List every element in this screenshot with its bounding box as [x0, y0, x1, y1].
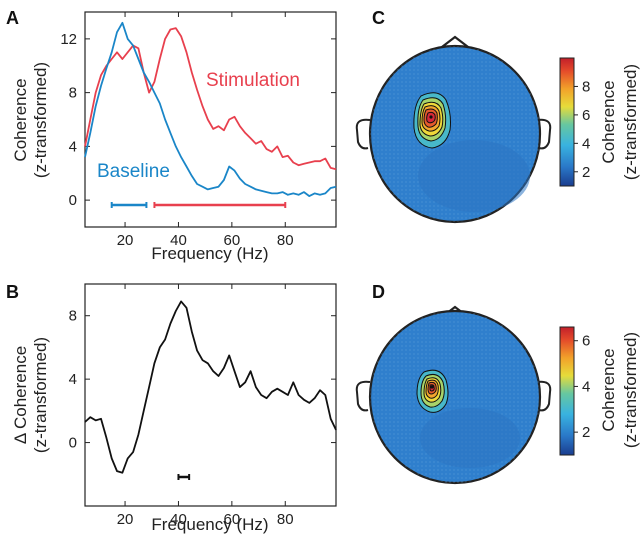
x-tick-label: 20	[117, 232, 134, 249]
colorbar-tick-label: 6	[582, 333, 590, 350]
panel-d-left-ear	[355, 380, 371, 412]
panel-d-colorbar-ticks: 2 4 6	[574, 333, 590, 441]
panel-d-colorbar-label-line1: Coherence	[599, 348, 618, 431]
panel-a-significance-bars	[110, 202, 287, 208]
y-tick-label: 8	[69, 308, 77, 325]
panel-letter-b: B	[6, 282, 19, 302]
panel-b-chart: 20 40 60 80 0 4 8 Frequency (Hz) Δ Coherence (…	[11, 283, 337, 534]
panel-c-lower-field	[418, 140, 530, 212]
panel-c-colorbar-label-line2: (z-transformed)	[621, 64, 640, 180]
panel-c-peak-electrode	[429, 115, 433, 119]
x-tick-label: 80	[277, 511, 294, 528]
panel-c-left-ear	[355, 118, 371, 150]
x-tick-label: 40	[170, 511, 187, 528]
colorbar-tick-label: 2	[582, 424, 590, 441]
y-tick-label: 8	[69, 85, 77, 102]
panel-a-series	[84, 21, 337, 198]
panel-b-ticks: 20 40 60 80 0 4 8	[69, 284, 336, 528]
x-tick-label: 20	[117, 511, 134, 528]
panel-a-ylabel-line2: (z-transformed)	[31, 62, 50, 178]
panel-d-peak-electrode	[430, 385, 434, 389]
series-line-difference	[84, 300, 337, 474]
y-tick-label: 4	[69, 371, 77, 388]
panel-b-ylabel-line2: (z-transformed)	[31, 337, 50, 453]
panel-b-series	[84, 300, 337, 474]
baseline-label: Baseline	[97, 161, 170, 182]
series-line-stimulation	[84, 27, 337, 171]
colorbar-tick-label: 2	[582, 164, 590, 181]
panel-a-ticks: 20 40 60 80 0 4 8 12	[60, 12, 336, 249]
panel-c-colorbar-label-line1: Coherence	[599, 80, 618, 163]
y-tick-label: 12	[60, 31, 77, 48]
panel-a-frame	[84, 11, 337, 228]
panel-b-ylabel-line1: Δ Coherence	[11, 346, 30, 444]
colorbar-tick-label: 8	[582, 78, 590, 95]
panel-b-frame	[84, 283, 337, 507]
x-tick-label: 60	[224, 511, 241, 528]
stimulation-label: Stimulation	[206, 70, 300, 91]
panel-c-colorbar-ticks: 2 4 6 8	[574, 78, 590, 181]
panel-b-significance-bars	[177, 474, 191, 480]
panel-d-topomap: 2 4 6 Coherence (z-transformed)	[355, 305, 640, 485]
panel-c-colorbar	[559, 57, 575, 187]
panel-letter-d: D	[372, 282, 385, 302]
panel-a-xlabel: Frequency (Hz)	[151, 244, 268, 263]
panel-c-topomap: 2 4 6 8 Coherence (z-transformed)	[355, 35, 640, 224]
panel-letter-c: C	[372, 8, 385, 28]
panel-letter-a: A	[6, 8, 19, 28]
x-tick-label: 40	[170, 232, 187, 249]
panel-b-xlabel: Frequency (Hz)	[151, 515, 268, 534]
y-tick-label: 4	[69, 138, 77, 155]
panel-d-lower-field	[420, 408, 520, 468]
x-tick-label: 80	[277, 232, 294, 249]
x-tick-label: 60	[224, 232, 241, 249]
y-tick-label: 0	[69, 192, 77, 209]
panel-d-colorbar-label-line2: (z-transformed)	[621, 332, 640, 448]
colorbar-tick-label: 4	[582, 378, 590, 395]
colorbar-tick-label: 6	[582, 107, 590, 124]
series-line-baseline	[84, 21, 337, 198]
panel-a-ylabel-line1: Coherence	[11, 78, 30, 161]
panel-a-chart: 20 40 60 80 0 4 8 12 Stimulation Baseline Frequ…	[11, 11, 337, 263]
y-tick-label: 0	[69, 435, 77, 452]
panel-d-colorbar	[559, 326, 575, 456]
colorbar-tick-label: 4	[582, 135, 590, 152]
